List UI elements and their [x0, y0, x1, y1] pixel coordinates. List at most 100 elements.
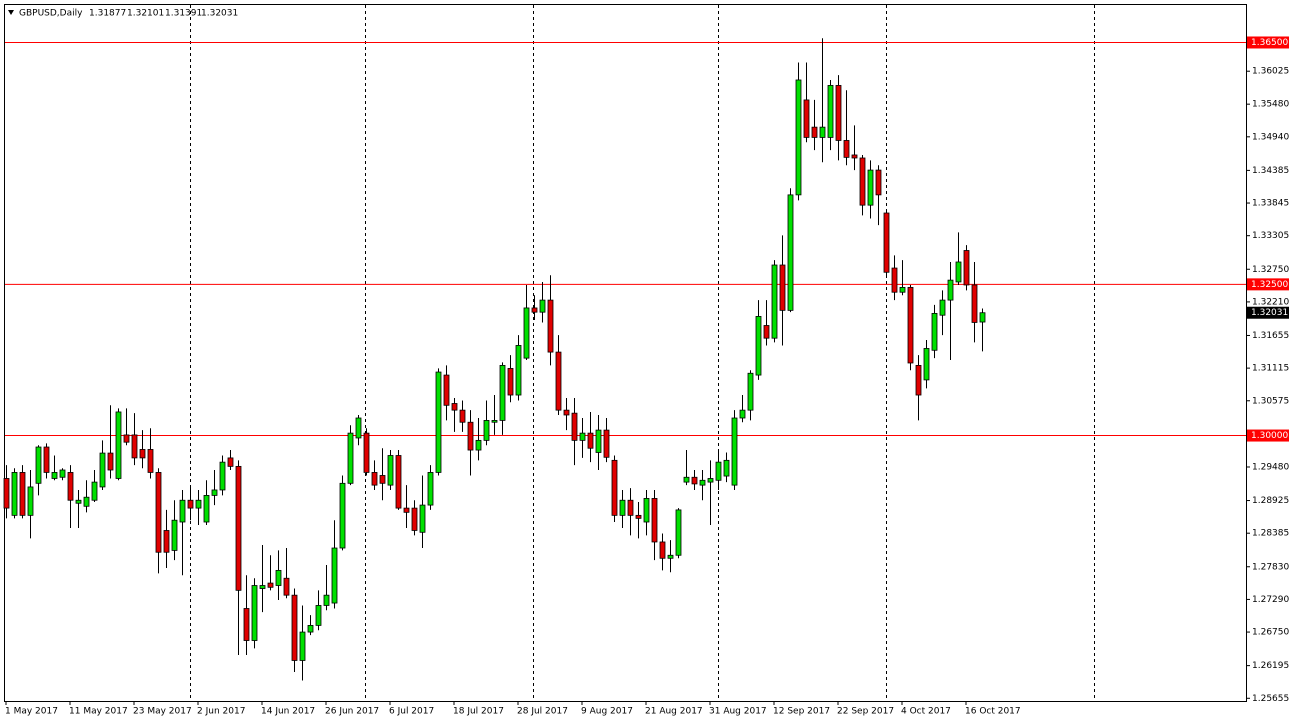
candle-body — [627, 499, 634, 516]
candle-body — [715, 461, 722, 481]
candle-body — [499, 364, 506, 421]
candle-body — [699, 479, 706, 486]
candle-body — [171, 519, 178, 551]
candle-body — [243, 608, 250, 641]
candle-body — [203, 495, 210, 523]
candle-body — [971, 284, 978, 323]
candle-body — [123, 434, 130, 443]
candle-body — [107, 452, 114, 471]
x-tick-label: 16 Oct 2017 — [965, 707, 1021, 717]
header-high: 1.32101 — [127, 9, 164, 19]
candle-body — [251, 585, 258, 641]
candle-body — [59, 469, 66, 478]
candle-body — [355, 417, 362, 439]
candle-body — [763, 325, 770, 339]
y-tick-label: 1.28385 — [1252, 529, 1289, 539]
candle-body — [131, 434, 138, 459]
candle-body — [579, 432, 586, 441]
menu-arrow-icon[interactable] — [8, 10, 14, 15]
candle-body — [211, 489, 218, 496]
candle-body — [307, 625, 314, 633]
y-tick-label: 1.26750 — [1252, 628, 1289, 638]
level-label: 1.36500 — [1251, 38, 1288, 48]
y-tick-label: 1.32210 — [1252, 297, 1289, 307]
candle-body — [635, 514, 642, 519]
candle-body — [867, 169, 874, 206]
candle-body — [347, 432, 354, 484]
candle-body — [451, 403, 458, 411]
y-tick-label: 1.31115 — [1252, 364, 1289, 374]
y-tick-label: 1.33845 — [1252, 199, 1289, 209]
candle-body — [467, 421, 474, 451]
candle-body — [459, 409, 466, 423]
candle-body — [331, 547, 338, 604]
candle-body — [691, 476, 698, 485]
level-label-box — [1247, 278, 1289, 291]
candle-body — [403, 507, 410, 513]
candle-body — [571, 412, 578, 441]
candle-body — [955, 261, 962, 283]
y-tick-label: 1.31655 — [1252, 331, 1289, 341]
x-tick-label: 21 Aug 2017 — [645, 707, 703, 717]
candle-body — [819, 126, 826, 138]
candle-body — [67, 472, 74, 501]
candle-body — [843, 140, 850, 158]
candle-body — [139, 449, 146, 459]
y-tick-label: 1.29480 — [1252, 462, 1289, 472]
candle-body — [83, 496, 90, 507]
candle-body — [35, 446, 42, 484]
x-tick-label: 11 May 2017 — [69, 707, 128, 717]
candle-body — [619, 499, 626, 516]
x-tick-label: 26 Jun 2017 — [325, 707, 379, 717]
candle-body — [283, 577, 290, 596]
y-tick-label: 1.28925 — [1252, 496, 1289, 506]
candle-body — [587, 432, 594, 449]
y-tick-label: 1.30575 — [1252, 396, 1289, 406]
candle-body — [603, 429, 610, 458]
candle-body — [371, 472, 378, 486]
y-tick-label: 1.34385 — [1252, 166, 1289, 176]
candle-body — [91, 481, 98, 501]
candle-body — [323, 594, 330, 606]
level-label-box — [1247, 36, 1289, 49]
x-tick-label: 23 May 2017 — [133, 707, 192, 717]
candle-body — [771, 264, 778, 339]
x-tick-label: 28 Jul 2017 — [517, 707, 568, 717]
x-tick-label: 18 Jul 2017 — [453, 707, 504, 717]
candle-body — [387, 455, 394, 486]
x-tick-label: 4 Oct 2017 — [901, 707, 951, 717]
candle-body — [475, 439, 482, 451]
candle-body — [883, 212, 890, 273]
x-tick-label: 12 Sep 2017 — [773, 707, 830, 717]
candle-body — [483, 420, 490, 441]
candle-body — [419, 504, 426, 533]
header-low: 1.31391 — [165, 9, 202, 19]
candle-body — [811, 126, 818, 138]
current-price-label: 1.32031 — [1251, 308, 1288, 318]
candle-body — [443, 374, 450, 406]
header-close: 1.32031 — [201, 9, 238, 19]
level-label-box — [1247, 429, 1289, 442]
candle-body — [851, 154, 858, 159]
candle-body — [755, 316, 762, 376]
candle-body — [491, 420, 498, 423]
candle-body — [195, 499, 202, 509]
x-tick-label: 31 Aug 2017 — [709, 707, 767, 717]
candle-body — [827, 85, 834, 138]
candle-body — [187, 499, 194, 509]
candle-body — [963, 250, 970, 286]
y-tick-label: 1.26195 — [1252, 661, 1289, 671]
candle-body — [547, 299, 554, 353]
candle-body — [835, 85, 842, 141]
candle-body — [923, 348, 930, 381]
x-tick-label: 1 May 2017 — [5, 707, 58, 717]
candle-body — [43, 446, 50, 473]
candle-body — [915, 364, 922, 396]
candle-body — [595, 429, 602, 453]
candle-body — [75, 499, 82, 504]
candle-body — [947, 279, 954, 301]
y-tick-label: 1.32750 — [1252, 265, 1289, 275]
candle-body — [683, 476, 690, 483]
